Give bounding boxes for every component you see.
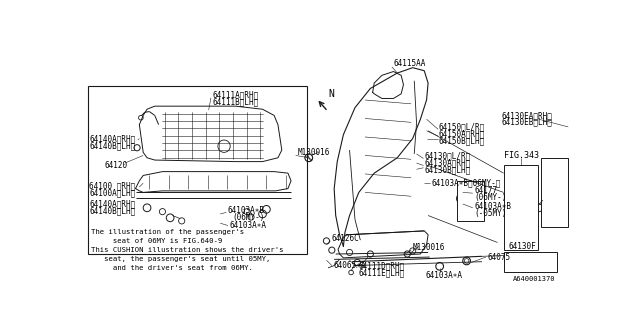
- Text: 64140B〈LH〉: 64140B〈LH〉: [90, 141, 136, 150]
- Text: 64065∗A: 64065∗A: [333, 261, 366, 270]
- Text: M130016: M130016: [297, 148, 330, 157]
- Text: 64111A〈RH〉: 64111A〈RH〉: [212, 90, 259, 99]
- Text: M130016: M130016: [413, 243, 445, 252]
- Text: The illustration of the passenger's: The illustration of the passenger's: [91, 229, 244, 236]
- Text: 64103A∗B: 64103A∗B: [474, 202, 511, 211]
- Text: This CUSHION illustration shows the driver's: This CUSHION illustration shows the driv…: [91, 247, 284, 253]
- Text: 64111D〈RH〉: 64111D〈RH〉: [359, 261, 405, 270]
- Text: 64140A〈RH〉: 64140A〈RH〉: [90, 134, 136, 143]
- Text: 64075: 64075: [488, 253, 511, 262]
- Text: 64130B〈LH〉: 64130B〈LH〉: [424, 165, 470, 175]
- Text: 64100 〈RH〉: 64100 〈RH〉: [90, 182, 136, 191]
- Text: 64103A∗A: 64103A∗A: [230, 221, 266, 230]
- Bar: [504, 252, 557, 272]
- Text: (-05MY): (-05MY): [474, 209, 507, 218]
- Text: 64150B〈LH〉: 64150B〈LH〉: [438, 136, 484, 145]
- Text: 64150〈L/R〉: 64150〈L/R〉: [438, 123, 484, 132]
- Text: 64103A∗A: 64103A∗A: [425, 271, 462, 280]
- Text: (06MY-): (06MY-): [232, 213, 265, 222]
- Text: and the driver's seat from 06MY.: and the driver's seat from 06MY.: [91, 265, 253, 271]
- Text: seat, the passenger's seat until 05MY,: seat, the passenger's seat until 05MY,: [91, 256, 270, 262]
- Bar: [458, 181, 484, 221]
- Text: 64177: 64177: [474, 186, 497, 195]
- Text: 64130EA〈RH〉: 64130EA〈RH〉: [501, 111, 552, 120]
- Bar: [504, 165, 538, 250]
- Text: 64111E〈LH〉: 64111E〈LH〉: [359, 268, 405, 277]
- Text: 64103A∗B: 64103A∗B: [228, 206, 265, 215]
- Text: FIG.343: FIG.343: [504, 151, 539, 160]
- Text: 64126C: 64126C: [332, 234, 360, 243]
- Text: 64103A∗B〆06MY-〇: 64103A∗B〆06MY-〇: [432, 178, 501, 187]
- Text: 64140A〈RH〉: 64140A〈RH〉: [90, 199, 136, 208]
- Text: 64130EB〈LH〉: 64130EB〈LH〉: [501, 118, 552, 127]
- Text: (06MY-): (06MY-): [474, 193, 507, 202]
- Bar: [541, 158, 568, 227]
- Text: A640001370: A640001370: [513, 276, 556, 282]
- Bar: [88, 86, 307, 254]
- Text: 64140B〈LH〉: 64140B〈LH〉: [90, 206, 136, 215]
- Text: N: N: [328, 89, 334, 99]
- Text: 64100A〈LH〉: 64100A〈LH〉: [90, 189, 136, 198]
- Text: 64130A〈RH〉: 64130A〈RH〉: [424, 159, 470, 168]
- Text: 64130〈L/R〉: 64130〈L/R〉: [424, 152, 470, 161]
- Text: 64120: 64120: [105, 161, 128, 170]
- Text: seat of 06MY is FIG.640-9: seat of 06MY is FIG.640-9: [91, 238, 222, 244]
- Text: 64111B〈LH〉: 64111B〈LH〉: [212, 97, 259, 106]
- Text: 64150A〈RH〉: 64150A〈RH〉: [438, 129, 484, 138]
- Text: 64130F: 64130F: [509, 242, 537, 251]
- Text: 64115AA: 64115AA: [394, 59, 426, 68]
